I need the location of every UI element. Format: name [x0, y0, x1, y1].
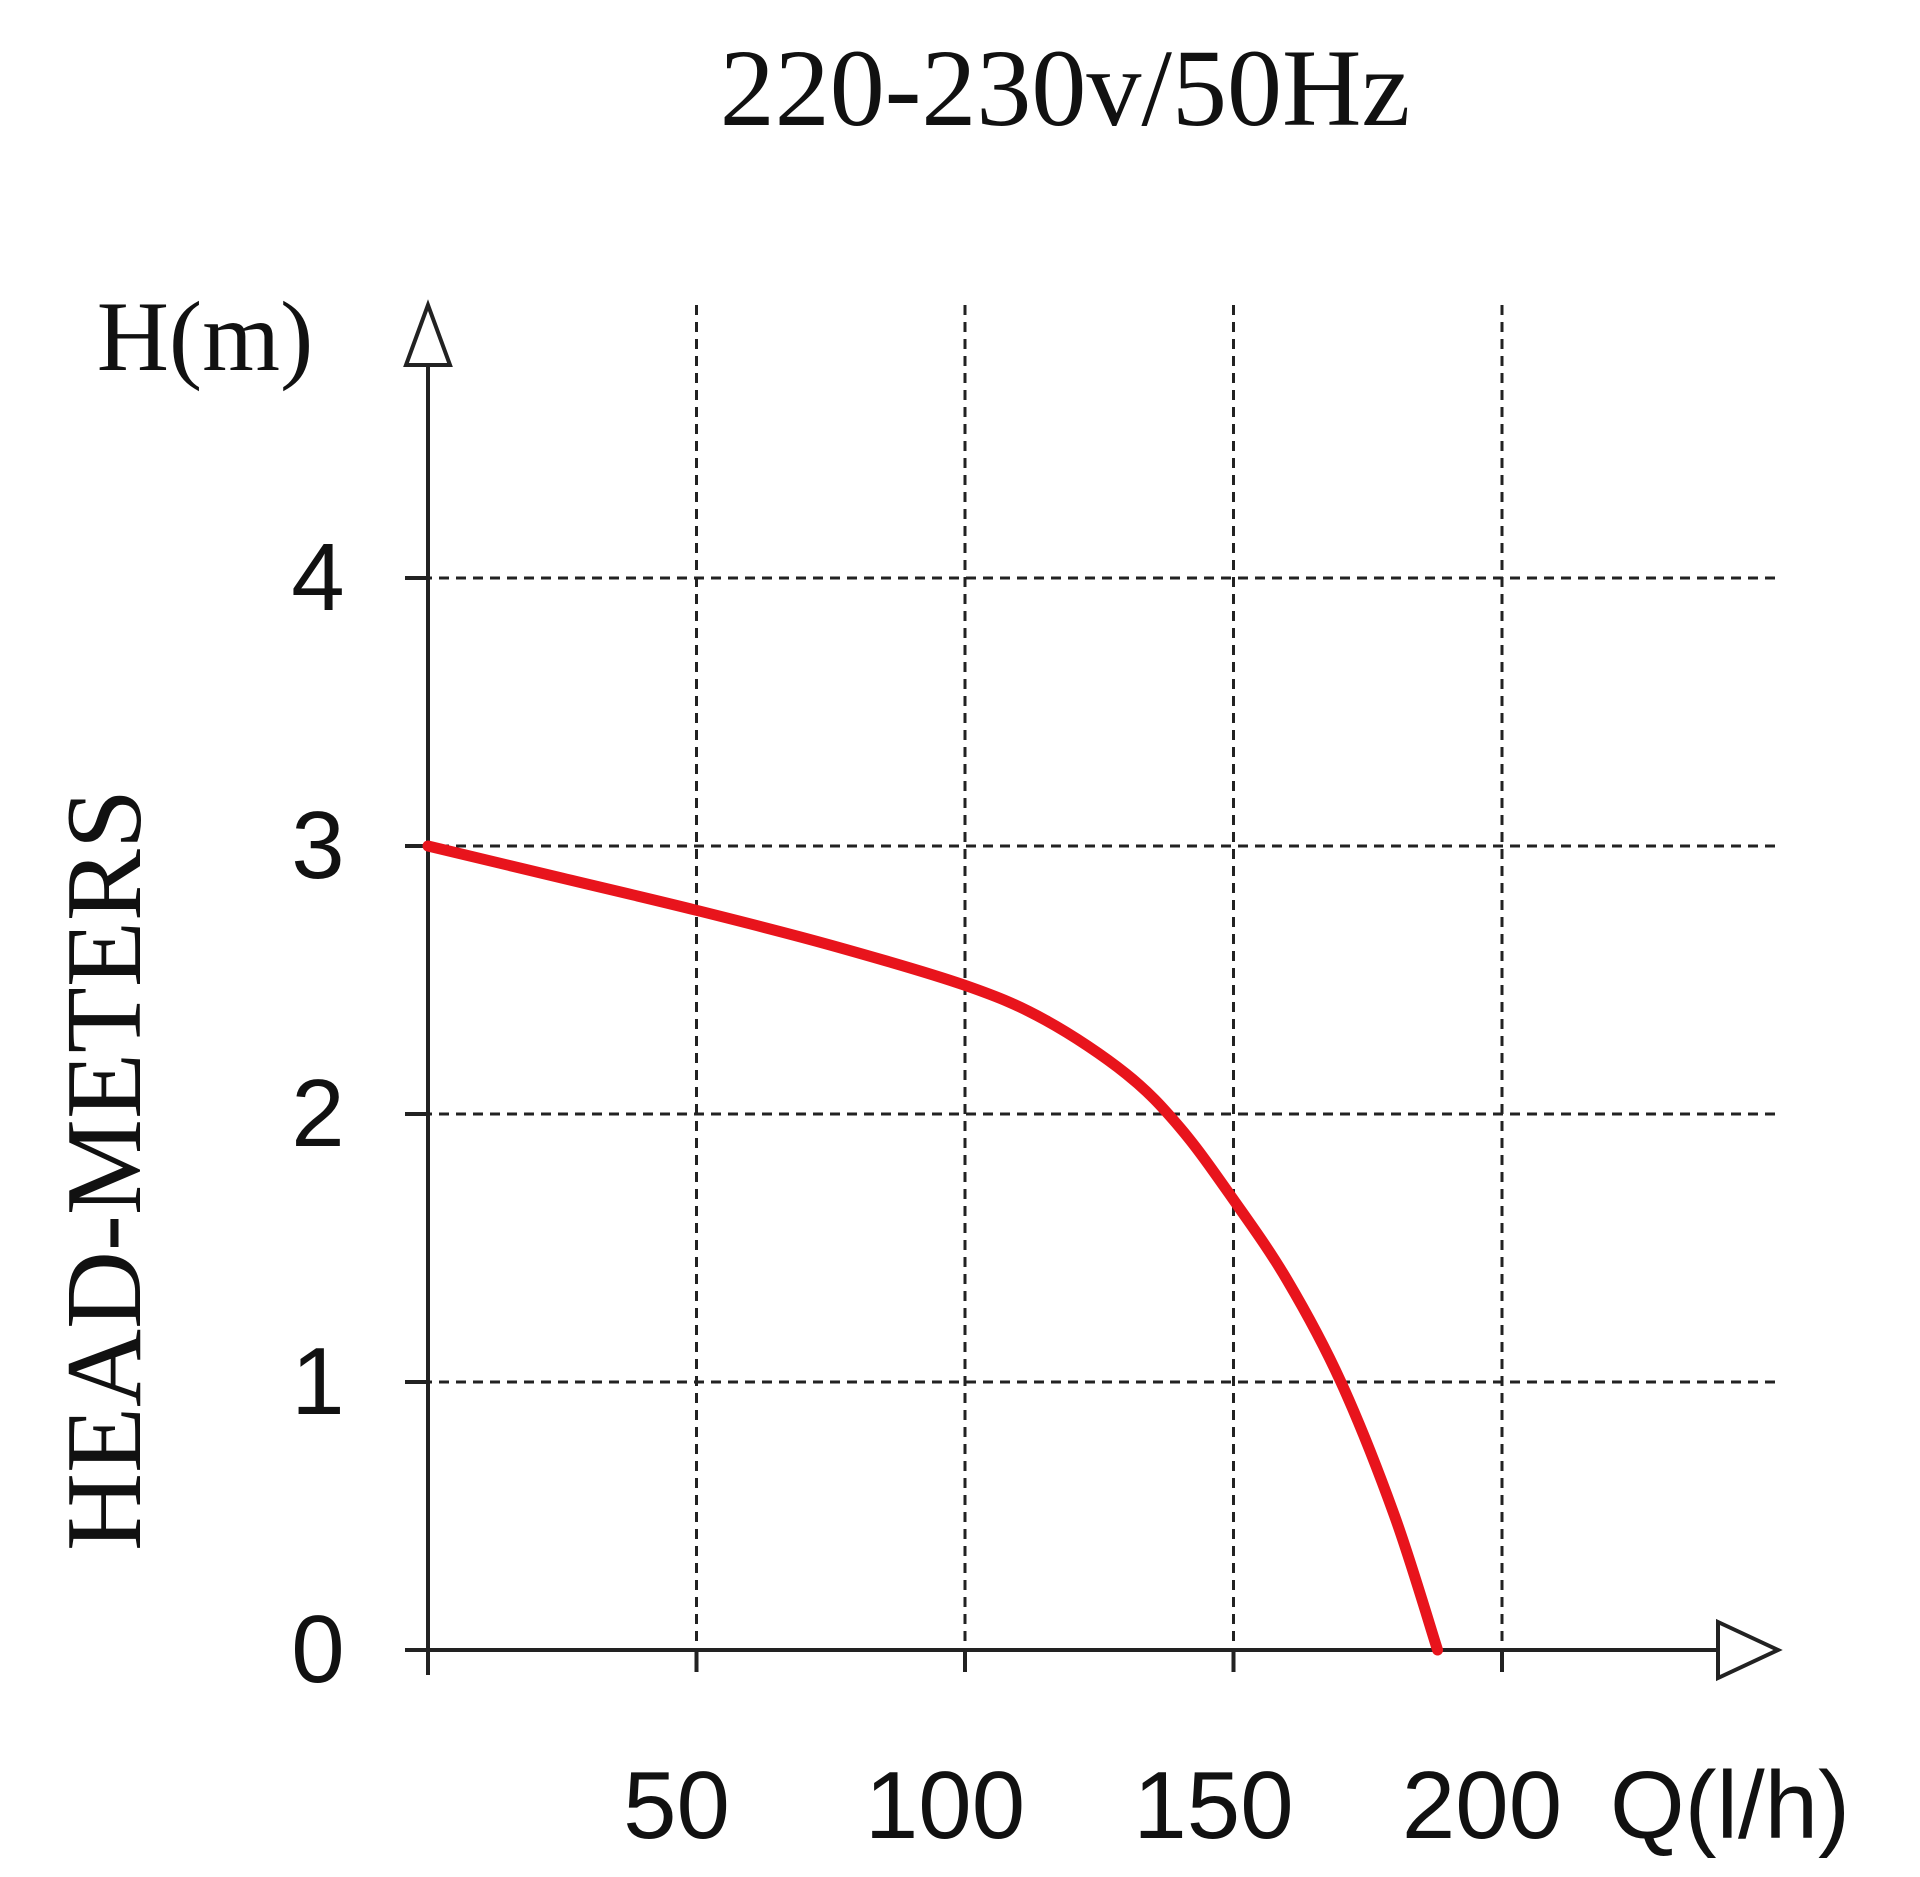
x-tick-labels: 50 100 150 200: [623, 1752, 1562, 1859]
x-tick-label: 150: [1133, 1752, 1293, 1859]
x-tick-label: 100: [865, 1752, 1025, 1859]
grid: [405, 305, 1775, 1668]
y-tick-label: 1: [291, 1328, 344, 1435]
y-tick-labels: 0 1 2 3 4: [291, 524, 344, 1703]
chart-title: 220-230v/50Hz: [720, 27, 1410, 149]
x-tick-label: 50: [623, 1752, 730, 1859]
y-unit-label: H(m): [97, 281, 314, 392]
y-axis-arrow: [403, 299, 453, 367]
axes: [403, 299, 1783, 1682]
x-tick-label: 200: [1402, 1752, 1562, 1859]
performance-curve: [422, 840, 1444, 1656]
x-axis-arrow: [1716, 1618, 1783, 1682]
y-tick-label: 2: [291, 1060, 344, 1167]
x-unit-label: Q(l/h): [1610, 1752, 1850, 1859]
y-axis-title: HEAD-METERS: [45, 789, 164, 1551]
y-tick-label: 3: [291, 792, 344, 899]
y-tick-label: 0: [291, 1596, 344, 1703]
y-tick-label: 4: [291, 524, 344, 631]
